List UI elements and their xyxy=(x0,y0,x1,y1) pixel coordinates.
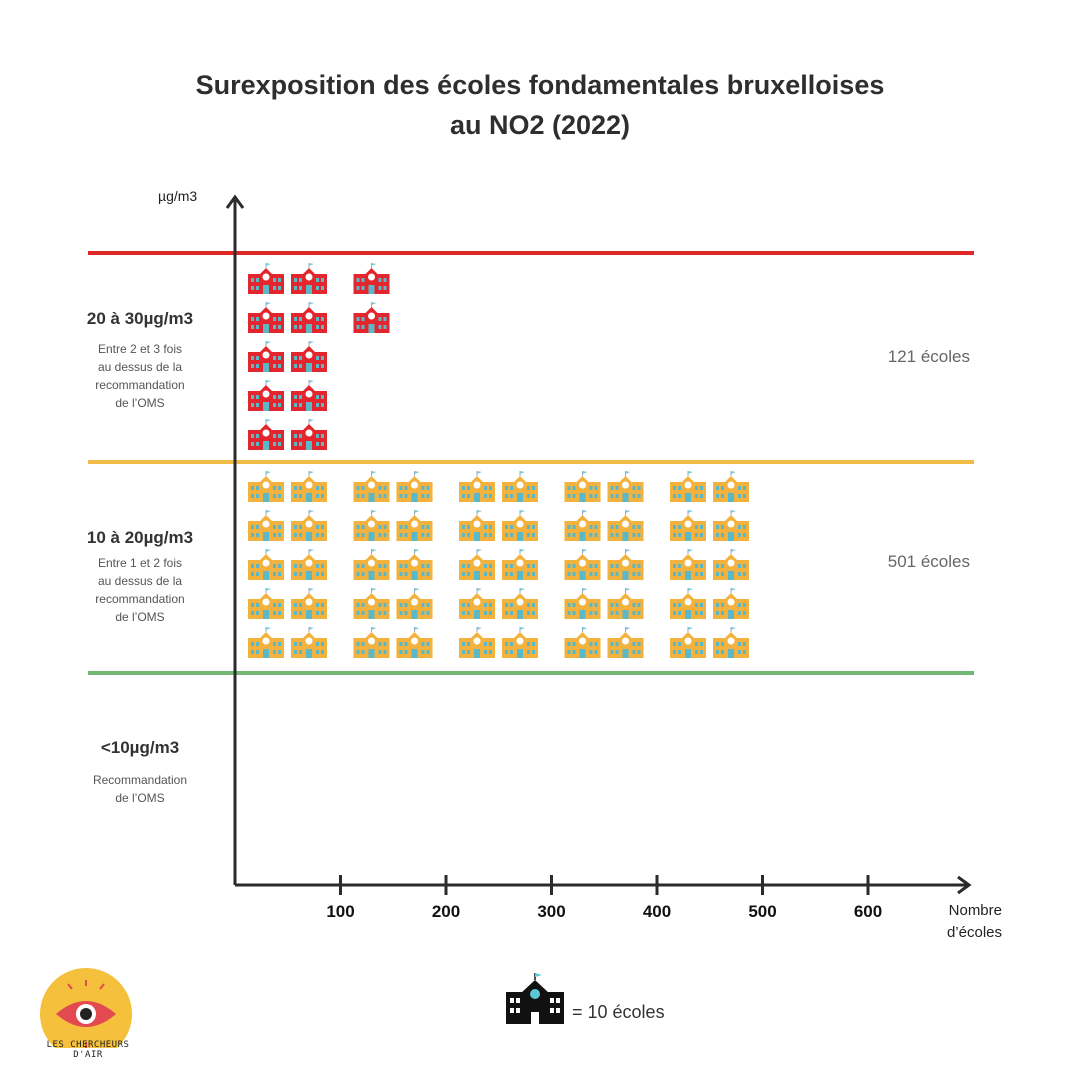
school-icon xyxy=(564,471,601,502)
school-icon xyxy=(291,588,327,619)
school-icon xyxy=(353,627,390,658)
school-icon xyxy=(564,549,601,580)
school-icon xyxy=(502,510,538,541)
school-icon xyxy=(248,588,284,619)
school-icon xyxy=(291,263,327,294)
school-icon xyxy=(353,263,390,294)
school-icon xyxy=(248,380,284,411)
school-icon xyxy=(291,549,327,580)
school-icon xyxy=(670,588,706,619)
school-icon xyxy=(670,471,706,502)
school-icon xyxy=(607,471,644,502)
school-icon xyxy=(607,510,644,541)
logo xyxy=(40,968,132,1048)
school-icon xyxy=(713,549,749,580)
school-icon xyxy=(396,627,433,658)
school-icon xyxy=(396,471,433,502)
school-icon xyxy=(459,549,495,580)
school-icon xyxy=(670,627,706,658)
band-label-low: <10µg/m3 xyxy=(100,738,180,757)
school-icon xyxy=(291,302,327,333)
school-icon xyxy=(502,588,538,619)
school-icon xyxy=(607,549,644,580)
logo-text: LES CHERCHEURS D'AIR xyxy=(46,1040,130,1060)
x-axis-arrow xyxy=(957,875,972,895)
x-tick-label: 300 xyxy=(537,902,565,921)
school-icon xyxy=(459,588,495,619)
x-tick-label: 500 xyxy=(748,902,776,921)
y-axis-arrow xyxy=(225,194,245,209)
school-icon xyxy=(248,471,284,502)
x-tick-label: 600 xyxy=(854,902,882,921)
school-icon xyxy=(248,302,284,333)
band-count-medium: 501 écoles xyxy=(887,552,970,571)
band-label-medium: 10 à 20µg/m3 xyxy=(86,528,194,547)
school-icon xyxy=(564,627,601,658)
school-icon xyxy=(248,549,284,580)
school-icon xyxy=(248,419,284,450)
band-count-high: 121 écoles xyxy=(887,347,970,366)
chart-title-line-2: au NO2 (2022) xyxy=(449,110,631,140)
school-icon xyxy=(353,302,390,333)
school-icon xyxy=(396,510,433,541)
school-icon xyxy=(248,510,284,541)
school-icon xyxy=(353,588,390,619)
school-icon xyxy=(353,510,390,541)
school-icon xyxy=(291,471,327,502)
school-icon xyxy=(248,263,284,294)
school-icon-partial xyxy=(354,341,390,372)
school-icon xyxy=(713,588,749,619)
school-icon xyxy=(353,471,390,502)
x-tick-label: 100 xyxy=(326,902,354,921)
x-axis-label: Nombre d’écoles xyxy=(946,902,1002,941)
school-icon xyxy=(502,627,538,658)
school-icon xyxy=(607,627,644,658)
school-icon xyxy=(396,588,433,619)
school-icon xyxy=(502,471,538,502)
school-icon xyxy=(291,627,327,658)
school-icon xyxy=(396,549,433,580)
band-description-low: Recommandation de l’OMS xyxy=(92,773,188,805)
band-description-high: Entre 2 et 3 fois au dessus de la recomm… xyxy=(95,342,185,410)
school-building-icon xyxy=(506,973,564,1024)
school-icon xyxy=(713,471,749,502)
school-icon xyxy=(670,510,706,541)
school-icon xyxy=(459,627,495,658)
band-label-high: 20 à 30µg/m3 xyxy=(86,309,194,328)
school-icon xyxy=(291,510,327,541)
school-icon xyxy=(564,510,601,541)
school-icon xyxy=(291,419,327,450)
school-icon xyxy=(564,588,601,619)
school-icon xyxy=(607,588,644,619)
school-icon xyxy=(502,549,538,580)
school-icon-partial xyxy=(776,471,812,502)
school-icon xyxy=(248,341,284,372)
school-icon xyxy=(670,549,706,580)
school-icon xyxy=(291,380,327,411)
band-description-medium: Entre 1 et 2 fois au dessus de la recomm… xyxy=(95,556,185,624)
school-icon xyxy=(459,510,495,541)
school-icon xyxy=(713,510,749,541)
chart-title-line-1: Surexposition des écoles fondamentales b… xyxy=(195,70,885,100)
y-axis-label: µg/m3 xyxy=(158,188,198,204)
legend-text: = 10 écoles xyxy=(572,1002,665,1022)
x-tick-label: 200 xyxy=(432,902,460,921)
x-tick-label: 400 xyxy=(643,902,671,921)
school-icon xyxy=(248,627,284,658)
school-icon xyxy=(353,549,390,580)
school-icon xyxy=(713,627,749,658)
eye-icon xyxy=(56,980,116,1048)
school-icon xyxy=(291,341,327,372)
school-icon xyxy=(459,471,495,502)
